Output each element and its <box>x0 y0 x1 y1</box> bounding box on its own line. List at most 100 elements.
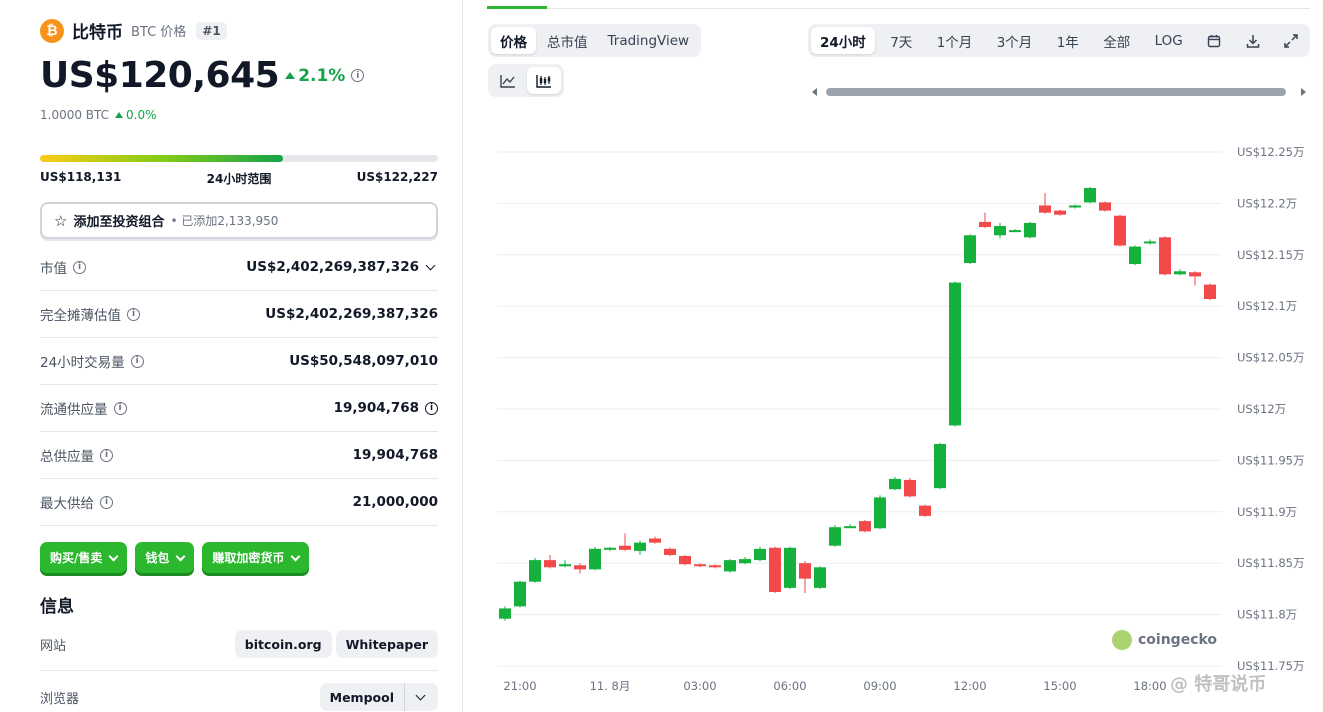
candle-up <box>844 526 856 529</box>
y-tick-label: US$12.2万 <box>1237 196 1297 210</box>
buy-sell-button[interactable]: 购买/售卖 <box>40 542 128 573</box>
buy-sell-label: 购买/售卖 <box>50 551 103 565</box>
fullscreen-button[interactable] <box>1275 27 1307 54</box>
coin-header: ₿ 比特币 BTC 价格 #1 <box>40 18 227 43</box>
tab-24h[interactable]: 24小时 <box>811 27 875 54</box>
info-icon[interactable]: i <box>127 307 140 321</box>
candle-down <box>1054 210 1066 215</box>
info-icon[interactable]: i <box>100 448 113 462</box>
explorer-link-mempool[interactable]: Mempool <box>320 683 405 711</box>
y-tick-label: US$12.05万 <box>1237 351 1304 365</box>
scrollbar-thumb[interactable] <box>826 88 1286 96</box>
explorer-label: 浏览器 <box>40 691 80 707</box>
x-tick-label: 15:00 <box>1043 679 1076 693</box>
range-low: US$118,131 <box>40 170 122 184</box>
add-to-portfolio-button[interactable]: ☆ 添加至投资组合 • 已添加2,133,950 <box>40 202 438 239</box>
time-range-tabs: 24小时 7天 1个月 3个月 1年 全部 LOG <box>808 24 1310 57</box>
link-bitcoin-org[interactable]: bitcoin.org <box>234 630 332 658</box>
download-button[interactable] <box>1237 27 1269 54</box>
earn-crypto-button[interactable]: 赚取加密货币 <box>202 542 310 573</box>
info-icon[interactable]: i <box>425 401 438 415</box>
coin-symbol-label: BTC 价格 <box>131 25 187 40</box>
tab-price[interactable]: 价格 <box>491 27 536 54</box>
tab-tradingview[interactable]: TradingView <box>607 32 690 49</box>
candle-down <box>904 479 916 497</box>
chevron-down-icon <box>290 551 301 561</box>
x-tick-label: 03:00 <box>683 679 716 693</box>
coingecko-logo: coingecko <box>1112 630 1217 650</box>
candle-up <box>499 608 511 619</box>
stat-row-circulating-supply: 流通供应量 i 19,904,768 i <box>40 385 438 432</box>
tab-log[interactable]: LOG <box>1154 32 1183 49</box>
active-tab-indicator <box>487 6 547 9</box>
caret-up-icon <box>115 112 124 118</box>
range-24h-fill <box>40 155 283 162</box>
current-price: US$120,645 <box>40 55 280 96</box>
candle-up <box>559 564 571 567</box>
candle-up <box>739 559 751 564</box>
explorer-dropdown[interactable]: Mempool <box>319 683 438 711</box>
stat-label-text: 24小时交易量 <box>40 355 125 371</box>
tab-1y[interactable]: 1年 <box>1056 34 1079 51</box>
candle-down <box>769 547 781 592</box>
candle-down <box>1114 215 1126 246</box>
candle-up <box>529 560 541 582</box>
expand-icon <box>1284 33 1298 48</box>
stat-value: 19,904,768 i <box>334 400 438 416</box>
line-chart-icon <box>500 74 515 88</box>
stat-row-volume: 24小时交易量 i US$50,548,097,010 <box>40 338 438 385</box>
link-whitepaper[interactable]: Whitepaper <box>335 630 438 658</box>
candle-up <box>994 226 1006 236</box>
wallet-button[interactable]: 钱包 <box>135 542 195 573</box>
candle-up <box>1069 205 1081 208</box>
stat-row-market-cap[interactable]: 市值 i US$2,402,269,387,326 <box>40 244 438 291</box>
stat-label: 最大供给 i <box>40 492 113 512</box>
candle-down <box>979 221 991 228</box>
chevron-down-icon[interactable] <box>425 260 436 271</box>
star-icon: ☆ <box>54 211 68 230</box>
candle-down <box>1039 205 1051 213</box>
price-chart[interactable]: US$12.25万 US$12.2万 US$12.15万 US$12.1万 US$12.… <box>487 130 1323 712</box>
range-high: US$122,227 <box>356 170 438 184</box>
caret-up-icon <box>285 72 296 79</box>
candle-up <box>889 478 901 490</box>
candle-up <box>1084 187 1096 203</box>
candle-up <box>1024 222 1036 238</box>
tab-market-cap[interactable]: 总市值 <box>547 34 588 51</box>
stat-row-max-supply: 最大供给 i 21,000,000 <box>40 479 438 526</box>
divider <box>547 8 1310 9</box>
tab-1m[interactable]: 1个月 <box>936 34 973 51</box>
tab-all[interactable]: 全部 <box>1103 34 1131 51</box>
candle-down <box>1099 202 1111 211</box>
coingecko-logo-text: coingecko <box>1138 632 1218 648</box>
info-icon[interactable]: i <box>113 401 127 415</box>
add-to-portfolio-label: 添加至投资组合 <box>73 215 165 230</box>
candlestick-chart-button[interactable] <box>527 67 561 94</box>
x-tick-label: 06:00 <box>773 679 806 693</box>
price-row: US$120,645 2.1% i <box>40 55 365 96</box>
info-icon[interactable]: i <box>73 260 86 274</box>
stat-value-text: 19,904,768 <box>333 400 419 416</box>
info-icon[interactable]: i <box>130 354 144 368</box>
candlestick-chart-svg: US$12.25万 US$12.2万 US$12.15万 US$12.1万 US$12.… <box>497 145 1304 693</box>
candle-down <box>919 505 931 516</box>
stat-value: US$50,548,097,010 <box>289 353 438 369</box>
info-icon[interactable]: i <box>351 69 365 82</box>
tab-7d[interactable]: 7天 <box>890 34 913 51</box>
stat-label: 流通供应量 i <box>40 398 127 418</box>
calendar-button[interactable] <box>1198 27 1230 54</box>
y-tick-label: US$12.25万 <box>1237 145 1304 159</box>
scroll-right-arrow-icon[interactable] <box>1301 88 1306 96</box>
scroll-left-arrow-icon[interactable] <box>812 88 817 96</box>
stat-label: 完全摊薄估值 i <box>40 304 140 324</box>
explorer-dropdown-toggle[interactable] <box>405 690 438 705</box>
chart-scrollbar[interactable] <box>812 86 1306 98</box>
chart-type-tabs: 价格 总市值 TradingView <box>488 24 702 57</box>
range-24h-bar <box>40 155 438 162</box>
range-24h-labels: US$118,131 24小时范围 US$122,227 <box>40 170 438 187</box>
chart-style-toggle <box>488 64 564 97</box>
line-chart-button[interactable] <box>491 67 525 94</box>
candle-down <box>799 563 811 579</box>
info-icon[interactable]: i <box>100 495 113 509</box>
tab-3m[interactable]: 3个月 <box>996 34 1033 51</box>
